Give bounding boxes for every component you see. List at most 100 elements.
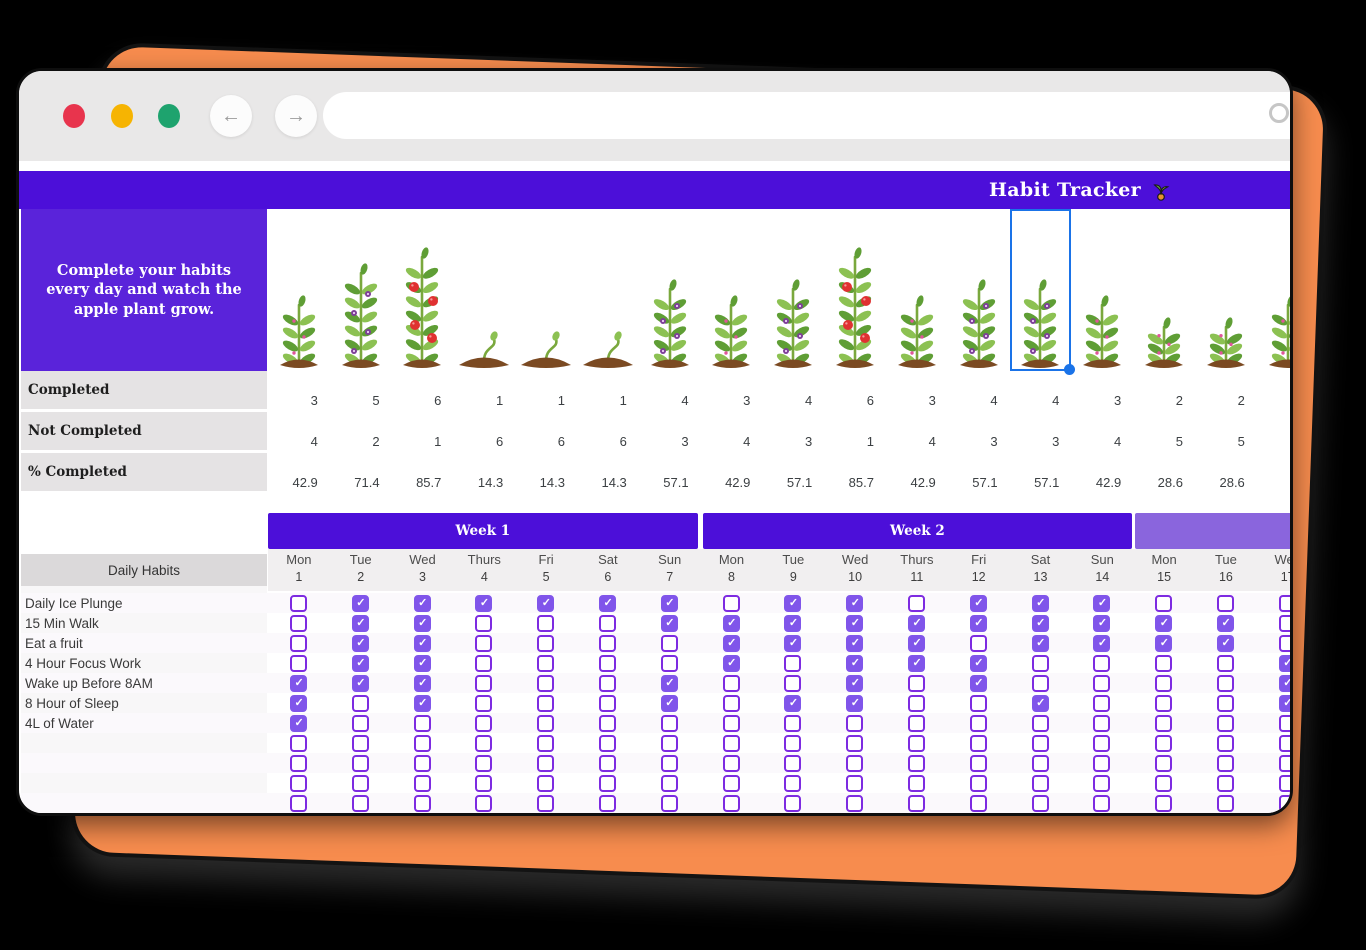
habit-checkbox[interactable] <box>599 775 616 792</box>
habit-checkbox[interactable] <box>784 715 802 732</box>
habit-checkbox[interactable] <box>537 615 555 632</box>
habit-checkbox[interactable] <box>351 595 369 612</box>
habit-checkbox[interactable] <box>537 655 555 672</box>
habit-checkbox[interactable] <box>1031 595 1049 612</box>
habit-checkbox[interactable] <box>846 675 864 692</box>
habit-checkbox[interactable] <box>969 795 987 812</box>
habit-checkbox[interactable] <box>1217 695 1234 712</box>
habit-checkbox[interactable] <box>722 755 740 772</box>
habit-checkbox[interactable] <box>351 615 369 632</box>
habit-checkbox[interactable] <box>475 675 493 692</box>
habit-checkbox[interactable] <box>537 695 555 712</box>
habit-checkbox[interactable] <box>660 795 678 812</box>
habit-checkbox[interactable] <box>969 595 987 612</box>
habit-checkbox[interactable] <box>784 735 802 752</box>
forward-button[interactable]: → <box>275 95 317 137</box>
habit-checkbox[interactable] <box>660 755 678 772</box>
habit-checkbox[interactable] <box>1155 635 1173 652</box>
habit-checkbox[interactable] <box>1278 595 1290 612</box>
habit-checkbox[interactable] <box>846 735 864 752</box>
habit-checkbox[interactable] <box>722 615 740 632</box>
habit-checkbox[interactable] <box>660 775 678 792</box>
habit-checkbox[interactable] <box>1093 795 1111 812</box>
habit-checkbox[interactable] <box>660 655 678 672</box>
habit-checkbox[interactable] <box>1217 615 1234 632</box>
habit-checkbox[interactable] <box>475 695 493 712</box>
habit-checkbox[interactable] <box>1031 755 1049 772</box>
habit-checkbox[interactable] <box>475 735 493 752</box>
habit-checkbox[interactable] <box>1155 775 1173 792</box>
habit-checkbox[interactable] <box>1031 655 1049 672</box>
habit-checkbox[interactable] <box>290 595 307 612</box>
habit-checkbox[interactable] <box>660 615 678 632</box>
habit-checkbox[interactable] <box>1217 735 1234 752</box>
habit-checkbox[interactable] <box>413 635 431 652</box>
habit-checkbox[interactable] <box>1093 755 1111 772</box>
habit-checkbox[interactable] <box>599 595 616 612</box>
habit-checkbox[interactable] <box>1217 755 1234 772</box>
habit-checkbox[interactable] <box>1031 795 1049 812</box>
habit-checkbox[interactable] <box>1155 595 1173 612</box>
habit-checkbox[interactable] <box>784 775 802 792</box>
habit-checkbox[interactable] <box>784 615 802 632</box>
address-bar[interactable] <box>323 92 1290 139</box>
habit-checkbox[interactable] <box>969 775 987 792</box>
habit-checkbox[interactable] <box>599 715 616 732</box>
habit-checkbox[interactable] <box>1093 655 1111 672</box>
habit-checkbox[interactable] <box>846 695 864 712</box>
habit-checkbox[interactable] <box>475 775 493 792</box>
habit-checkbox[interactable] <box>1031 695 1049 712</box>
search-icon[interactable] <box>1269 103 1289 123</box>
habit-checkbox[interactable] <box>1278 695 1290 712</box>
habit-checkbox[interactable] <box>537 675 555 692</box>
habit-checkbox[interactable] <box>413 735 431 752</box>
habit-checkbox[interactable] <box>1217 715 1234 732</box>
habit-checkbox[interactable] <box>1155 655 1173 672</box>
habit-checkbox[interactable] <box>846 755 864 772</box>
habit-checkbox[interactable] <box>290 695 307 712</box>
habit-checkbox[interactable] <box>784 755 802 772</box>
selection-fill-handle[interactable] <box>1064 364 1076 375</box>
habit-checkbox[interactable] <box>537 735 555 752</box>
habit-checkbox[interactable] <box>784 675 802 692</box>
habit-checkbox[interactable] <box>475 715 493 732</box>
habit-checkbox[interactable] <box>475 615 493 632</box>
habit-checkbox[interactable] <box>1217 775 1234 792</box>
habit-checkbox[interactable] <box>969 635 987 652</box>
habit-checkbox[interactable] <box>599 795 616 812</box>
habit-checkbox[interactable] <box>537 795 555 812</box>
habit-checkbox[interactable] <box>908 795 925 812</box>
habit-checkbox[interactable] <box>351 775 369 792</box>
habit-checkbox[interactable] <box>475 655 493 672</box>
minimize-window-icon[interactable] <box>111 104 133 128</box>
habit-checkbox[interactable] <box>846 635 864 652</box>
habit-checkbox[interactable] <box>1093 595 1111 612</box>
habit-checkbox[interactable] <box>413 755 431 772</box>
habit-checkbox[interactable] <box>1155 795 1173 812</box>
habit-checkbox[interactable] <box>599 695 616 712</box>
habit-checkbox[interactable] <box>969 715 987 732</box>
habit-checkbox[interactable] <box>475 795 493 812</box>
habit-checkbox[interactable] <box>722 655 740 672</box>
habit-checkbox[interactable] <box>908 675 925 692</box>
habit-checkbox[interactable] <box>784 595 802 612</box>
habit-checkbox[interactable] <box>1031 715 1049 732</box>
habit-checkbox[interactable] <box>351 735 369 752</box>
habit-checkbox[interactable] <box>1031 675 1049 692</box>
habit-checkbox[interactable] <box>908 655 925 672</box>
habit-checkbox[interactable] <box>1278 775 1290 792</box>
habit-checkbox[interactable] <box>413 775 431 792</box>
habit-checkbox[interactable] <box>1278 615 1290 632</box>
habit-checkbox[interactable] <box>1278 755 1290 772</box>
habit-checkbox[interactable] <box>290 655 307 672</box>
habit-checkbox[interactable] <box>475 595 493 612</box>
habit-checkbox[interactable] <box>599 675 616 692</box>
habit-checkbox[interactable] <box>413 655 431 672</box>
habit-checkbox[interactable] <box>784 635 802 652</box>
habit-checkbox[interactable] <box>969 655 987 672</box>
habit-checkbox[interactable] <box>1278 655 1290 672</box>
back-button[interactable]: ← <box>210 95 252 137</box>
habit-checkbox[interactable] <box>969 755 987 772</box>
habit-checkbox[interactable] <box>846 775 864 792</box>
habit-checkbox[interactable] <box>290 715 307 732</box>
